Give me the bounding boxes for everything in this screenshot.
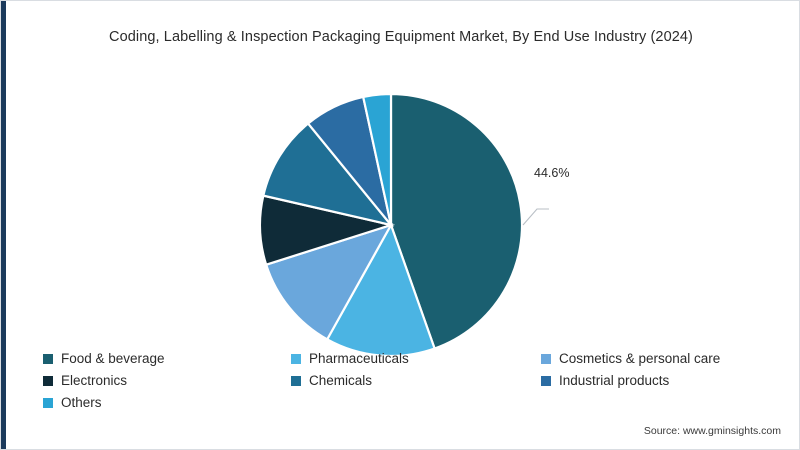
- legend-row: Others: [43, 395, 783, 410]
- legend-item-label: Food & beverage: [61, 351, 165, 366]
- legend-item-cosmetics-personal-care[interactable]: Cosmetics & personal care: [541, 351, 783, 366]
- legend-item-label: Pharmaceuticals: [309, 351, 409, 366]
- legend-row: Food & beverage Pharmaceuticals Cosmetic…: [43, 351, 783, 366]
- pie-slice[interactable]: [325, 222, 437, 358]
- pie-slice-group: [258, 92, 524, 358]
- legend-row: Electronics Chemicals Industrial product…: [43, 373, 783, 388]
- pie-slice[interactable]: [361, 92, 393, 226]
- callout-leader-line: [522, 208, 549, 226]
- source-attribution: Source: www.gminsights.com: [643, 425, 781, 437]
- legend-item-label: Chemicals: [309, 373, 373, 388]
- legend-item-label: Electronics: [61, 373, 128, 388]
- legend-item-label: Industrial products: [559, 373, 670, 388]
- pie-slice[interactable]: [389, 92, 524, 350]
- left-accent-bar: [1, 1, 6, 449]
- legend-item-others[interactable]: Others: [43, 395, 291, 410]
- legend-swatch-icon: [43, 397, 53, 408]
- legend-swatch-icon: [541, 375, 551, 386]
- pie-slice[interactable]: [264, 223, 394, 341]
- legend-swatch-icon: [291, 375, 301, 386]
- pie-chart: [249, 89, 549, 369]
- legend-swatch-icon: [541, 353, 551, 364]
- legend-swatch-icon: [43, 353, 53, 364]
- legend-item-label: Others: [61, 395, 102, 410]
- legend-item-chemicals[interactable]: Chemicals: [291, 373, 541, 388]
- legend: Food & beverage Pharmaceuticals Cosmetic…: [43, 351, 783, 417]
- page-title: Coding, Labelling & Inspection Packaging…: [109, 29, 693, 45]
- pie-chart-svg: [258, 92, 549, 358]
- slice-value-label: 44.6%: [534, 166, 570, 180]
- legend-item-food-beverage[interactable]: Food & beverage: [43, 351, 291, 366]
- legend-swatch-icon: [291, 353, 301, 364]
- legend-item-electronics[interactable]: Electronics: [43, 373, 291, 388]
- legend-item-pharmaceuticals[interactable]: Pharmaceuticals: [291, 351, 541, 366]
- pie-slice[interactable]: [262, 121, 394, 227]
- legend-item-industrial-products[interactable]: Industrial products: [541, 373, 783, 388]
- legend-swatch-icon: [43, 375, 53, 386]
- legend-item-label: Cosmetics & personal care: [559, 351, 721, 366]
